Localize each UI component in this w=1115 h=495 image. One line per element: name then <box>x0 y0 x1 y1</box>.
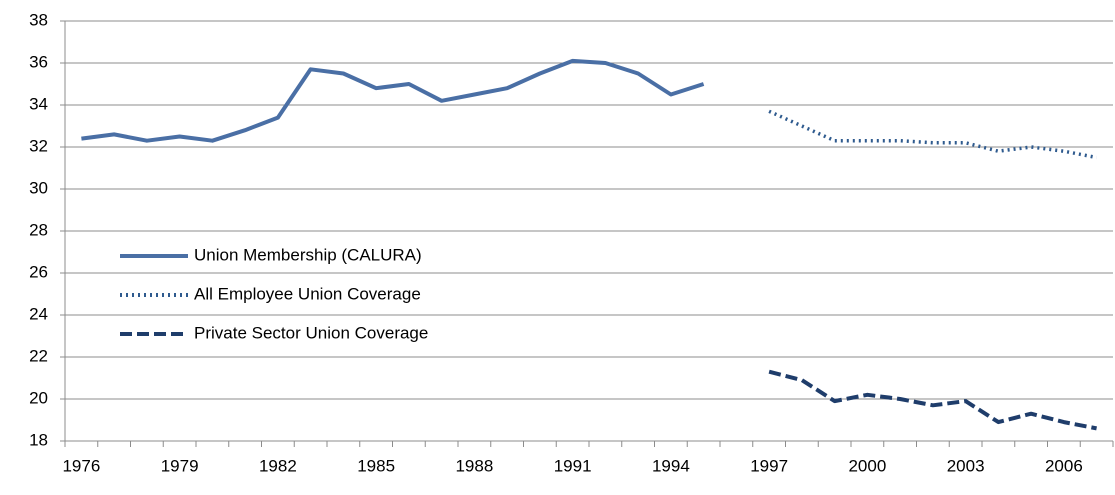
y-tick-label: 26 <box>29 262 48 281</box>
y-tick-label: 34 <box>29 94 48 113</box>
series-line <box>768 109 1097 160</box>
y-tick-label: 22 <box>29 346 48 365</box>
x-tick-label: 1985 <box>357 456 395 475</box>
x-tick-label: 1988 <box>455 456 493 475</box>
y-tick-label: 30 <box>29 178 48 197</box>
y-tick-label: 18 <box>29 430 48 449</box>
series-line <box>768 369 1097 431</box>
x-tick-label: 1997 <box>750 456 788 475</box>
y-tick-label: 36 <box>29 52 48 71</box>
y-tick-label: 20 <box>29 388 48 407</box>
y-tick-label: 32 <box>29 136 48 155</box>
x-tick-label: 2003 <box>947 456 985 475</box>
x-tick-label: 1991 <box>554 456 592 475</box>
x-tick-label: 1994 <box>652 456 690 475</box>
x-tick-label: 2000 <box>848 456 886 475</box>
x-tick-label: 1979 <box>161 456 199 475</box>
x-tick-label: 1982 <box>259 456 297 475</box>
y-tick-label: 38 <box>29 10 48 29</box>
y-tick-label: 24 <box>29 304 48 323</box>
legend-label: Union Membership (CALURA) <box>194 245 422 264</box>
y-tick-label: 28 <box>29 220 48 239</box>
legend-label: Private Sector Union Coverage <box>194 323 428 342</box>
x-tick-label: 1976 <box>62 456 100 475</box>
legend-label: All Employee Union Coverage <box>194 284 421 303</box>
x-tick-label: 2006 <box>1045 456 1083 475</box>
series-line <box>81 58 705 143</box>
